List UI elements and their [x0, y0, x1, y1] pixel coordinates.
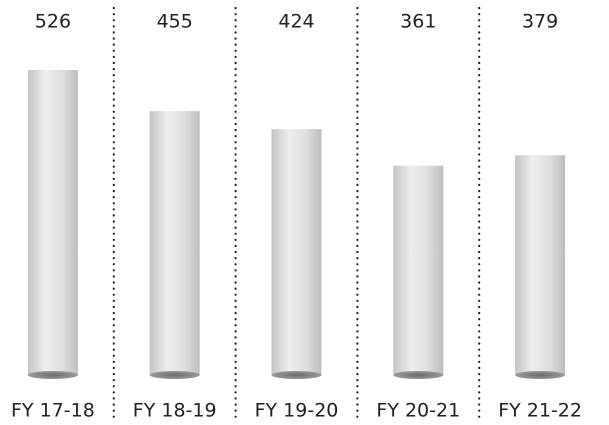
x-tick-label: FY 17-18 — [11, 400, 95, 422]
x-tick-label: FY 20-21 — [376, 400, 460, 422]
value-label: 455 — [157, 11, 193, 33]
bar-base — [27, 371, 78, 379]
value-label: 526 — [35, 11, 71, 33]
x-tick-label: FY 19-20 — [255, 400, 339, 422]
bar — [515, 155, 566, 375]
value-label: 361 — [400, 11, 436, 33]
x-tick-label: FY 21-22 — [498, 400, 582, 422]
bar — [393, 165, 444, 375]
value-label: 379 — [522, 11, 558, 33]
bar — [271, 129, 322, 375]
bar — [27, 70, 78, 375]
value-label: 424 — [278, 11, 314, 33]
bar-base — [393, 371, 444, 379]
x-tick-label: FY 18-19 — [133, 400, 217, 422]
bar-base — [271, 371, 322, 379]
bar — [149, 111, 200, 376]
bar-base — [149, 371, 200, 379]
bar-base — [515, 371, 566, 379]
